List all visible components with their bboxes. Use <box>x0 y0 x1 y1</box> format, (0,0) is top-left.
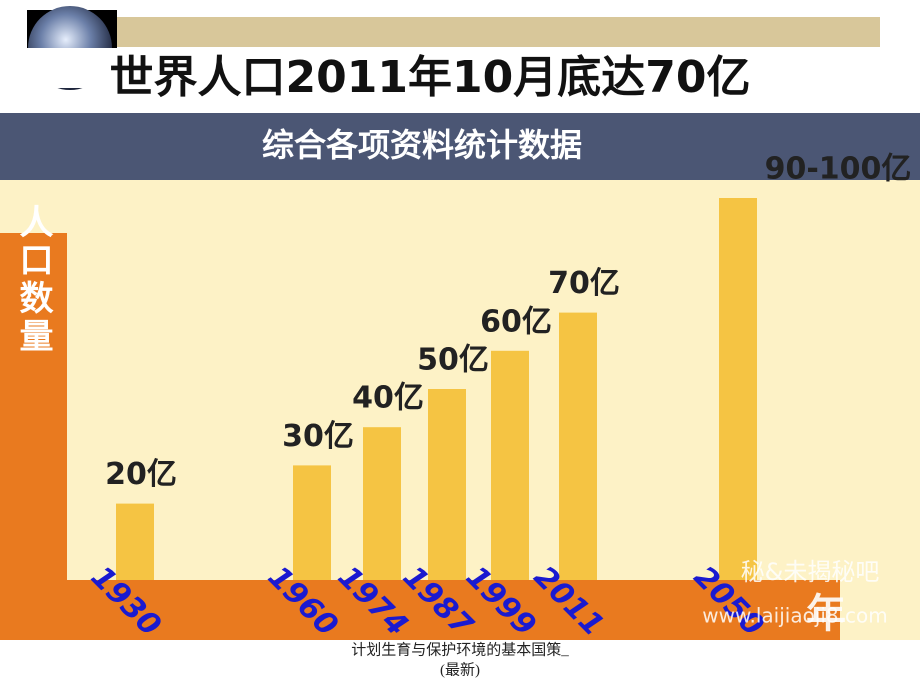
subtitle-band <box>0 113 920 180</box>
bar <box>559 312 597 580</box>
banner-stripe <box>117 17 880 47</box>
value-label: 50亿 <box>417 343 489 378</box>
x-axis-band <box>0 580 840 640</box>
mask <box>27 48 117 88</box>
value-label: 30亿 <box>282 419 354 454</box>
bar <box>719 198 757 580</box>
bar <box>116 503 154 580</box>
value-label: 60亿 <box>480 304 552 339</box>
bar <box>491 350 529 580</box>
subtitle: 综合各项资料统计数据 <box>262 126 582 164</box>
bar <box>363 427 401 580</box>
x-label: 年 <box>806 591 846 637</box>
footer: (最新) <box>440 661 480 678</box>
bar <box>428 389 466 580</box>
title: 世界人口2011年10月底达70亿 <box>110 52 751 103</box>
value-label: 70亿 <box>548 266 620 301</box>
value-label: 20亿 <box>105 457 177 492</box>
watermark: 秘&未揭秘吧 <box>741 558 880 586</box>
y-label: 人口数量 <box>13 204 53 356</box>
y-label-text: 人口数量 <box>13 204 53 356</box>
watermark: www.laijiaoji8.com <box>702 604 887 628</box>
bar <box>293 465 331 580</box>
value-label: 90-100亿 <box>765 152 912 187</box>
value-label: 40亿 <box>352 381 424 416</box>
y-axis-band <box>0 233 67 640</box>
footer: 计划生育与保护环境的基本国策_ <box>351 640 569 658</box>
